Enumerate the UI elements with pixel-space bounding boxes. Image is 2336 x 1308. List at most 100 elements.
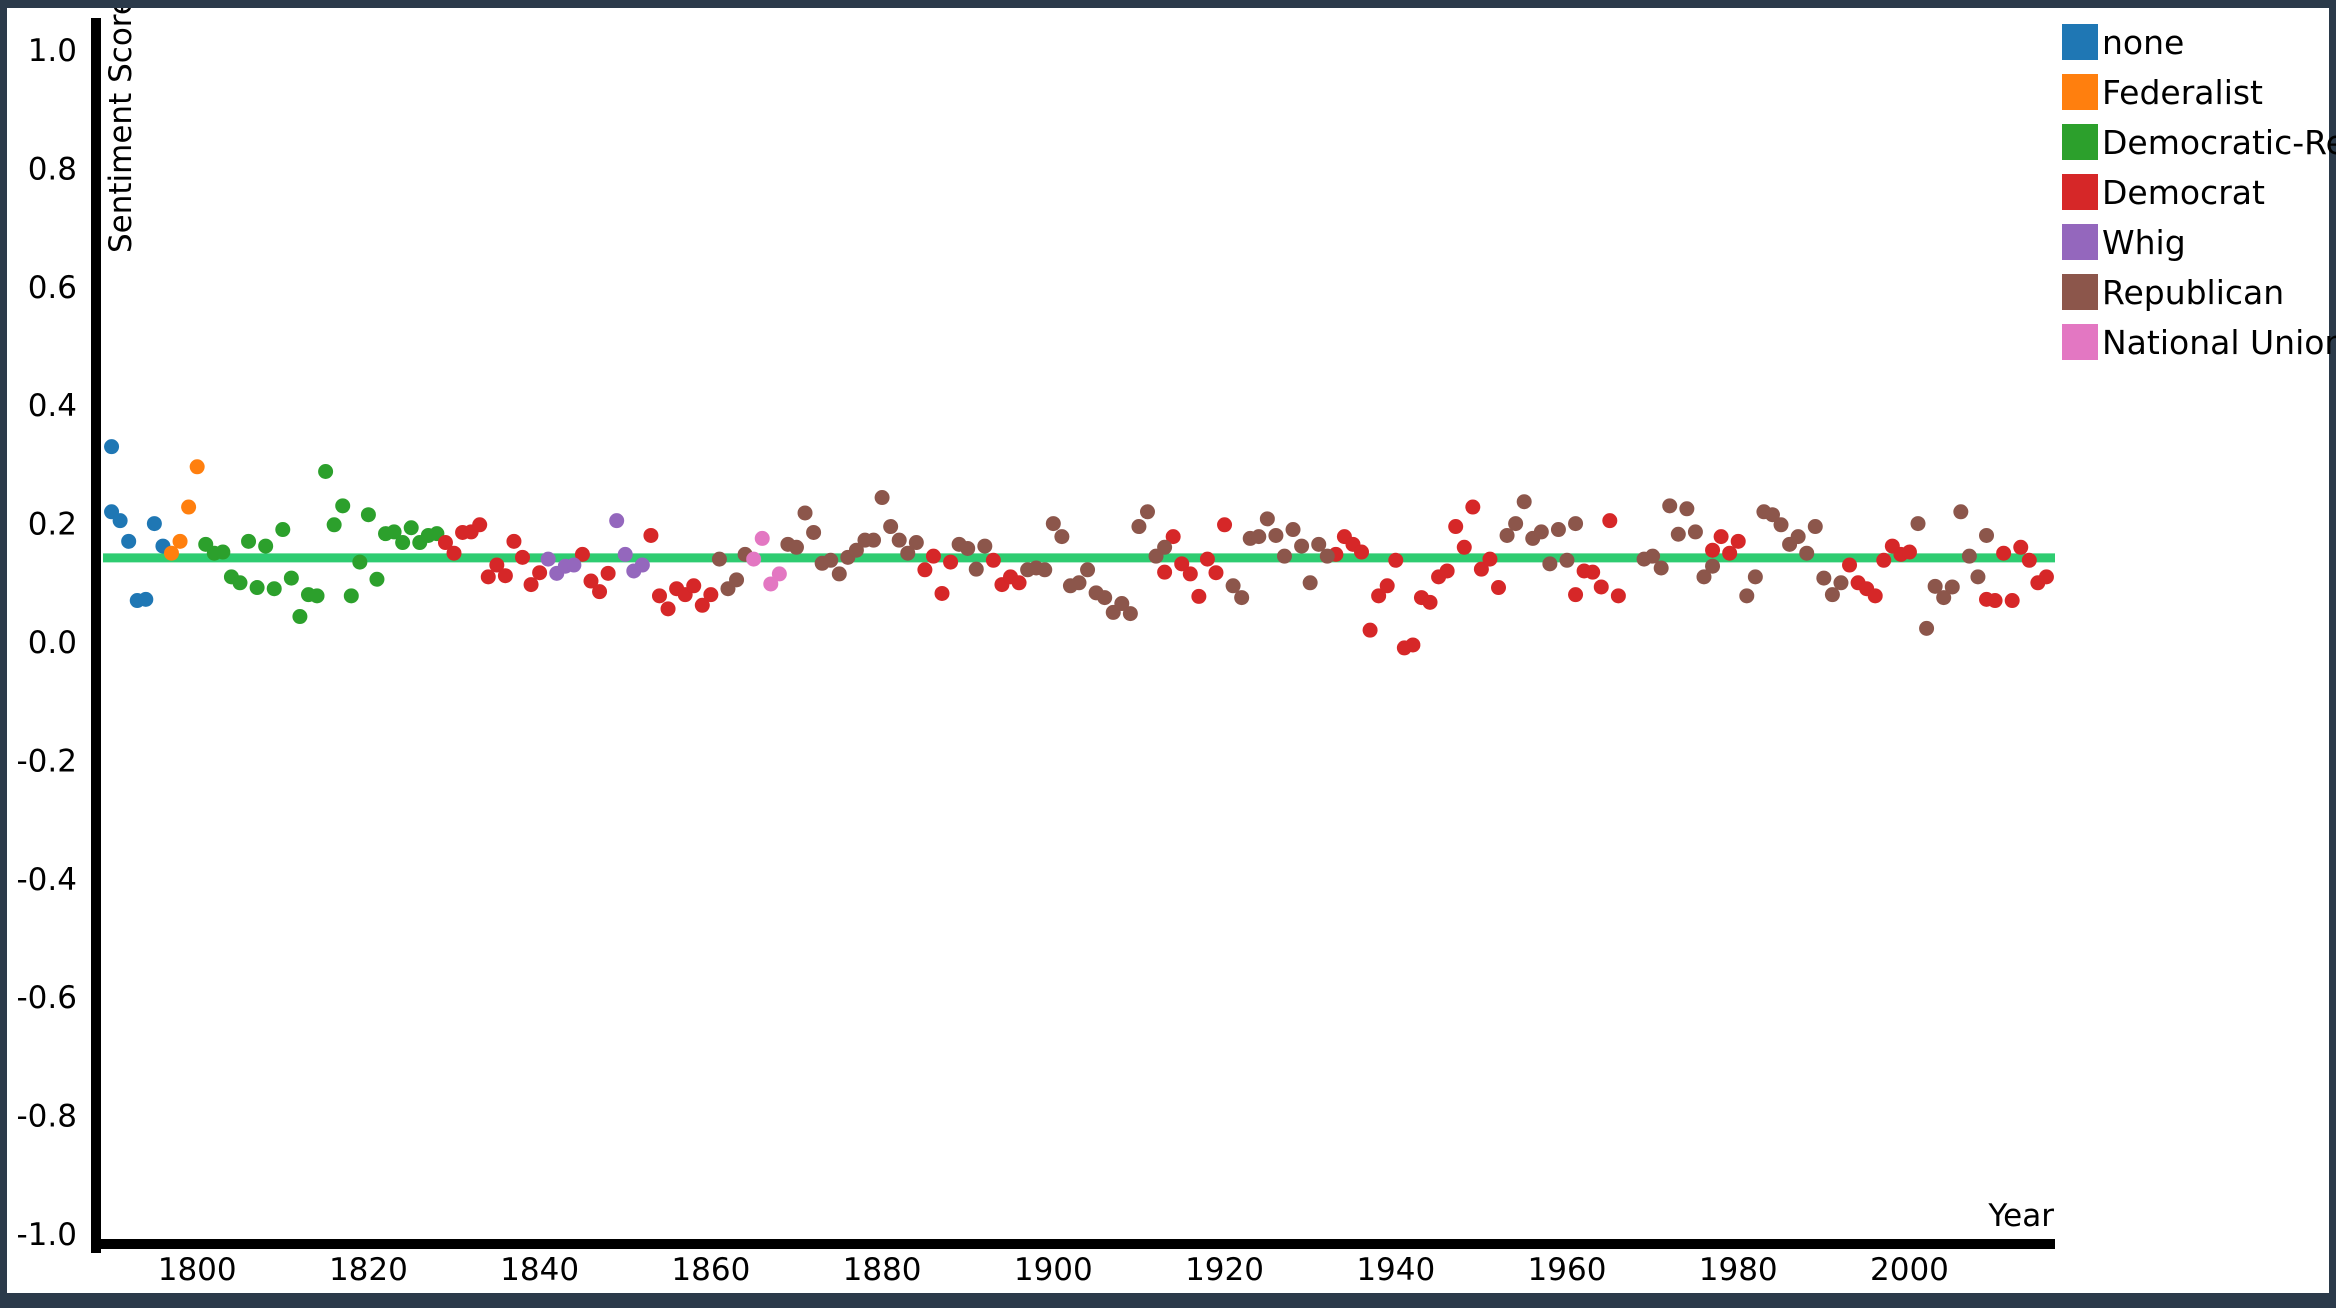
data-point — [754, 530, 770, 546]
data-point — [1499, 527, 1515, 543]
data-point — [318, 464, 334, 480]
data-point — [472, 517, 488, 533]
data-point — [908, 535, 924, 551]
data-point — [1867, 588, 1883, 604]
data-point — [266, 581, 282, 597]
y-tick-label: 0.8 — [28, 151, 77, 187]
data-point — [1071, 575, 1087, 591]
legend-swatch — [2062, 24, 2098, 60]
y-tick-label: 0.4 — [28, 388, 77, 424]
data-point — [1653, 560, 1669, 576]
data-point — [506, 533, 522, 549]
data-point — [121, 533, 137, 549]
x-tick-label: 1820 — [329, 1252, 408, 1288]
data-point — [1080, 562, 1096, 578]
data-point — [437, 535, 453, 551]
data-point — [1739, 588, 1755, 604]
data-point — [1807, 519, 1823, 535]
y-axis-title: Sentiment Score — [103, 8, 139, 253]
data-point — [1465, 499, 1481, 515]
data-point — [1919, 620, 1935, 636]
data-point — [874, 490, 890, 506]
data-point — [703, 587, 719, 603]
data-point — [1388, 552, 1404, 568]
data-point — [2038, 569, 2054, 585]
legend: none Federalist Democratic-Republican Democ… — [2062, 23, 2336, 362]
data-point — [1045, 516, 1061, 532]
data-point — [292, 609, 308, 625]
data-point — [172, 533, 188, 549]
legend-label: National Union — [2102, 323, 2336, 362]
data-point — [1191, 588, 1207, 604]
data-point — [977, 538, 993, 554]
data-point — [1705, 542, 1721, 558]
data-point — [1799, 545, 1815, 561]
x-tick-label: 1940 — [1356, 1252, 1435, 1288]
data-point — [1679, 501, 1695, 517]
data-point — [540, 551, 556, 567]
data-point — [900, 545, 916, 561]
data-point — [1122, 606, 1138, 622]
data-point — [309, 588, 325, 604]
legend-label: none — [2102, 23, 2184, 62]
data-point — [1199, 551, 1215, 567]
data-point — [651, 588, 667, 604]
data-point — [686, 578, 702, 594]
data-point — [1379, 578, 1395, 594]
data-point — [523, 577, 539, 593]
data-point — [1405, 637, 1421, 653]
legend-label: Republican — [2102, 273, 2284, 312]
data-point — [1422, 594, 1438, 610]
data-point — [215, 544, 231, 560]
data-point — [1285, 522, 1301, 538]
y-tick-label: -0.4 — [17, 862, 78, 898]
data-point — [1961, 548, 1977, 564]
x-tick-label: 1980 — [1699, 1252, 1778, 1288]
y-tick-label: -0.2 — [17, 743, 78, 779]
data-point — [1542, 556, 1558, 572]
data-point — [1508, 516, 1524, 532]
legend-label: Democrat — [2102, 173, 2265, 212]
data-point — [1944, 579, 1960, 595]
data-point — [1217, 517, 1233, 533]
data-point — [352, 554, 368, 570]
data-point — [1876, 552, 1892, 568]
data-point — [729, 572, 745, 588]
data-point — [1953, 504, 1969, 520]
data-point — [1225, 578, 1241, 594]
data-point — [1362, 622, 1378, 638]
data-point — [1448, 519, 1464, 535]
data-point — [138, 591, 154, 607]
x-tick-label: 1840 — [500, 1252, 579, 1288]
data-point — [617, 546, 633, 562]
data-point — [1491, 580, 1507, 596]
data-point — [1747, 569, 1763, 585]
data-point — [1610, 588, 1626, 604]
data-point — [1927, 578, 1943, 594]
data-point — [1319, 548, 1335, 564]
legend-swatch — [2062, 124, 2098, 160]
data-point — [386, 524, 402, 540]
data-point — [2021, 552, 2037, 568]
data-point — [1568, 587, 1584, 603]
data-point — [592, 584, 608, 600]
data-point — [1833, 575, 1849, 591]
data-point — [446, 545, 462, 561]
x-axis-ticks: 1800 1820 1840 1860 1880 1900 1920 1940 1960 1980… — [158, 1252, 1949, 1288]
data-point — [763, 576, 779, 592]
data-point — [1157, 539, 1173, 555]
data-point — [823, 552, 839, 568]
data-point — [891, 532, 907, 548]
y-tick-label: 1.0 — [28, 33, 77, 69]
data-point — [1670, 526, 1686, 542]
data-point — [403, 520, 419, 536]
data-point — [1208, 565, 1224, 581]
data-point — [258, 538, 274, 554]
data-point — [515, 549, 531, 565]
x-tick-label: 1860 — [671, 1252, 750, 1288]
data-point — [848, 542, 864, 558]
data-point — [609, 513, 625, 529]
data-point — [583, 573, 599, 589]
data-point — [1131, 519, 1147, 535]
data-point — [146, 516, 162, 532]
